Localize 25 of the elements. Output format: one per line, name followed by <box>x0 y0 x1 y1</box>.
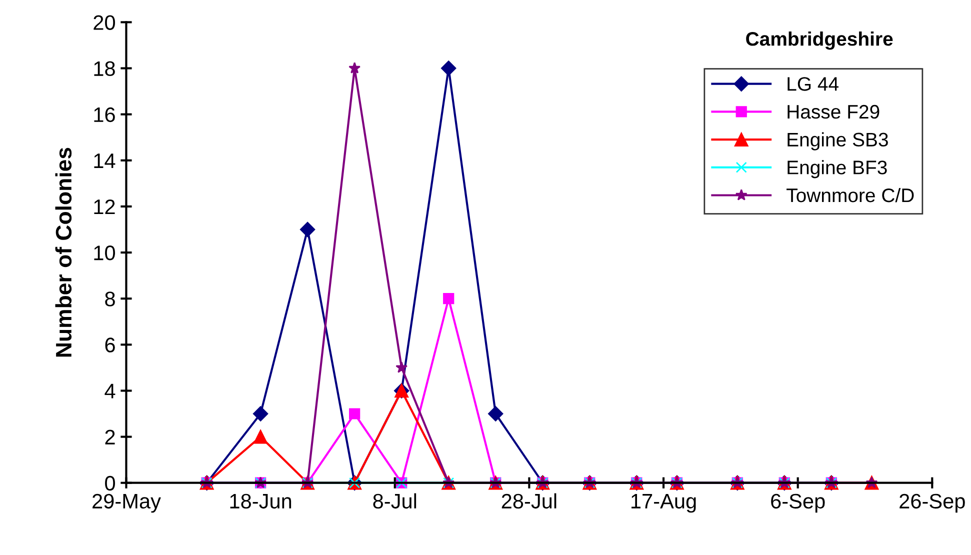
x-tick-label: 18-Jun <box>230 494 292 509</box>
y-tick-label: 8 <box>105 292 115 306</box>
y-tick-label: 20 <box>94 15 115 30</box>
y-tick-label: 12 <box>94 199 115 214</box>
y-tick-label: 6 <box>105 338 115 352</box>
x-tick-label: 8-Jul <box>373 493 416 509</box>
x-tick-label: 28-Jul <box>502 493 556 509</box>
y-tick-label: 0 <box>105 476 115 491</box>
x-tick-label: 29-May <box>92 494 161 513</box>
y-tick-label: 16 <box>94 107 115 122</box>
y-axis-title: Number of Colonies <box>55 148 72 357</box>
y-tick-label: 10 <box>94 246 115 260</box>
legend-label: Hasse F29 <box>788 104 880 119</box>
x-tick-label: 6-Sep <box>771 494 825 513</box>
legend-label: Engine SB3 <box>788 132 888 150</box>
x-tick-label: 26-Sep <box>900 494 965 513</box>
x-tick-label: 17-Aug <box>632 494 696 513</box>
legend-label: Engine BF3 <box>788 160 887 178</box>
y-tick-label: 4 <box>104 384 116 398</box>
y-tick-label: 14 <box>94 154 116 168</box>
legend-label: LG 44 <box>788 77 838 91</box>
y-tick-label: 18 <box>94 61 115 76</box>
chart-title: Cambridgeshire <box>746 32 893 50</box>
legend-label: Townmore C/D <box>786 188 914 202</box>
y-tick-label: 2 <box>105 430 115 444</box>
